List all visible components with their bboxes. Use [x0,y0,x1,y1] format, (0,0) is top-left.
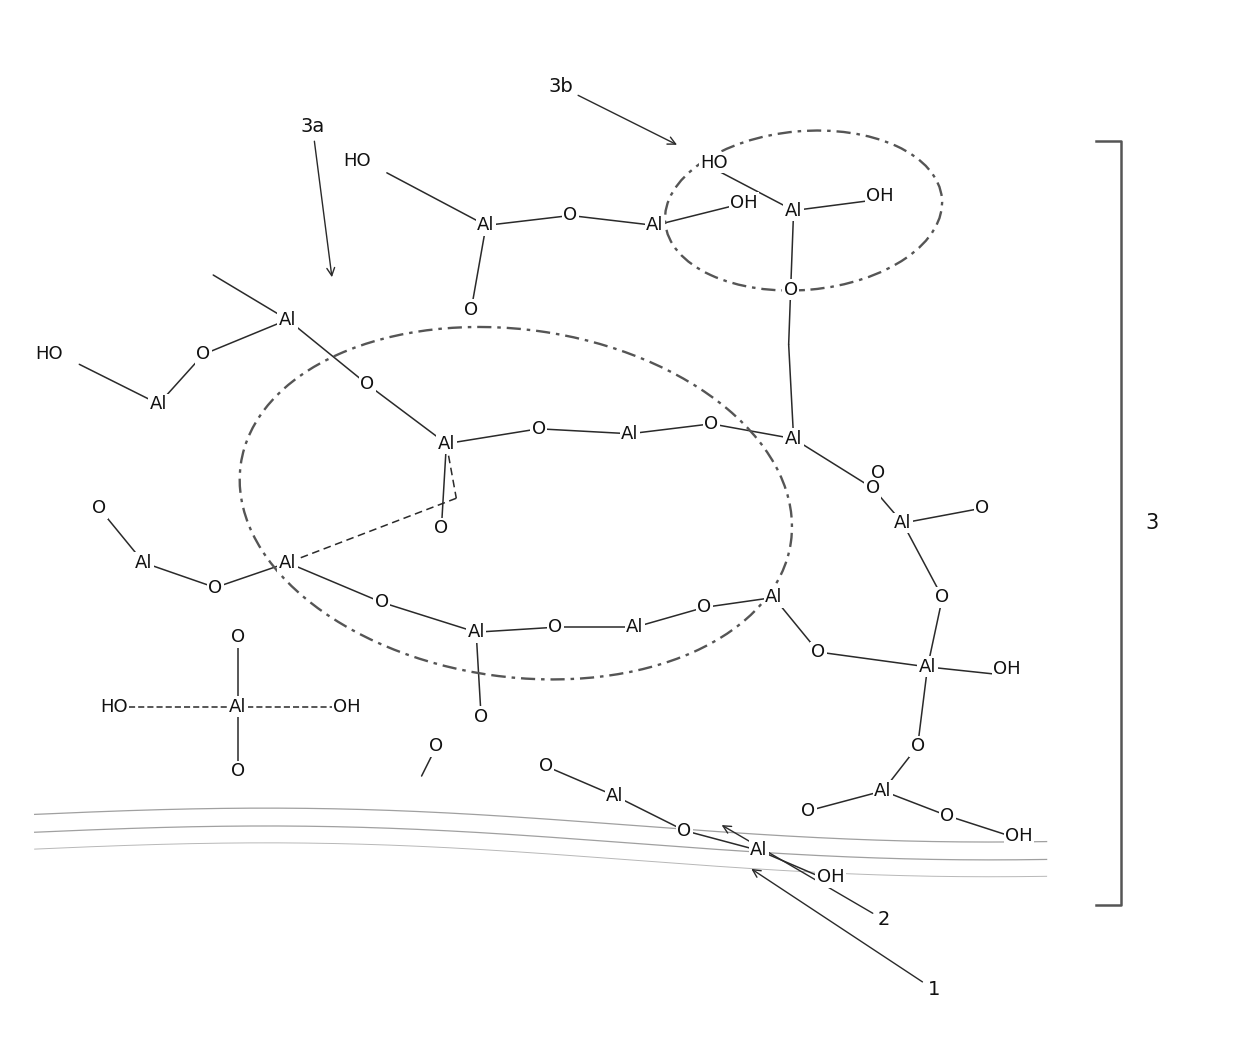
Text: O: O [548,618,563,636]
Text: O: O [563,206,578,224]
Text: O: O [910,737,925,755]
Text: O: O [801,802,816,820]
Text: Al: Al [279,311,296,329]
Text: Al: Al [606,787,624,805]
Text: O: O [784,280,797,299]
Text: Al: Al [894,514,911,532]
Text: O: O [360,376,374,394]
Text: O: O [434,519,449,537]
Text: Al: Al [785,201,802,219]
Text: O: O [975,499,990,517]
Text: Al: Al [229,697,247,715]
Text: Al: Al [765,588,782,606]
Text: O: O [231,762,246,780]
Text: Al: Al [438,435,455,453]
Text: HO: HO [36,345,63,363]
Text: 2: 2 [723,826,890,929]
Text: O: O [464,300,479,318]
Text: 3b: 3b [548,77,676,144]
Text: O: O [811,643,826,661]
Text: O: O [866,479,880,497]
Text: O: O [374,594,389,612]
Text: O: O [935,588,950,606]
Text: 3a: 3a [300,116,335,276]
Text: Al: Al [477,217,495,235]
Text: OH: OH [816,869,844,887]
Text: Al: Al [646,217,663,235]
Text: Al: Al [150,395,167,413]
Text: HO: HO [701,153,728,171]
Text: OH: OH [866,186,894,204]
Text: Al: Al [467,623,485,641]
Text: Al: Al [135,553,153,571]
Text: Al: Al [874,782,892,800]
Text: OH: OH [1006,826,1033,844]
Text: OH: OH [334,697,361,715]
Text: HO: HO [100,697,128,715]
Text: HO: HO [343,152,371,170]
Text: Al: Al [279,553,296,571]
Text: Al: Al [626,618,644,636]
Text: O: O [474,708,489,726]
Text: O: O [697,599,712,617]
Text: Al: Al [919,658,936,676]
Text: OH: OH [993,660,1021,678]
Text: 3: 3 [1146,513,1159,533]
Text: 1: 1 [753,870,940,999]
Text: O: O [532,420,546,438]
Text: O: O [429,737,444,755]
Text: Al: Al [750,841,768,859]
Text: O: O [538,758,553,776]
Text: O: O [940,806,955,825]
Text: Al: Al [785,430,802,448]
Text: O: O [196,345,211,363]
Text: OH: OH [730,194,758,212]
Text: O: O [677,822,692,840]
Text: O: O [704,415,718,433]
Text: O: O [208,579,222,597]
Text: O: O [870,464,885,482]
Text: O: O [231,628,246,646]
Text: O: O [92,499,107,517]
Text: Al: Al [621,424,639,442]
